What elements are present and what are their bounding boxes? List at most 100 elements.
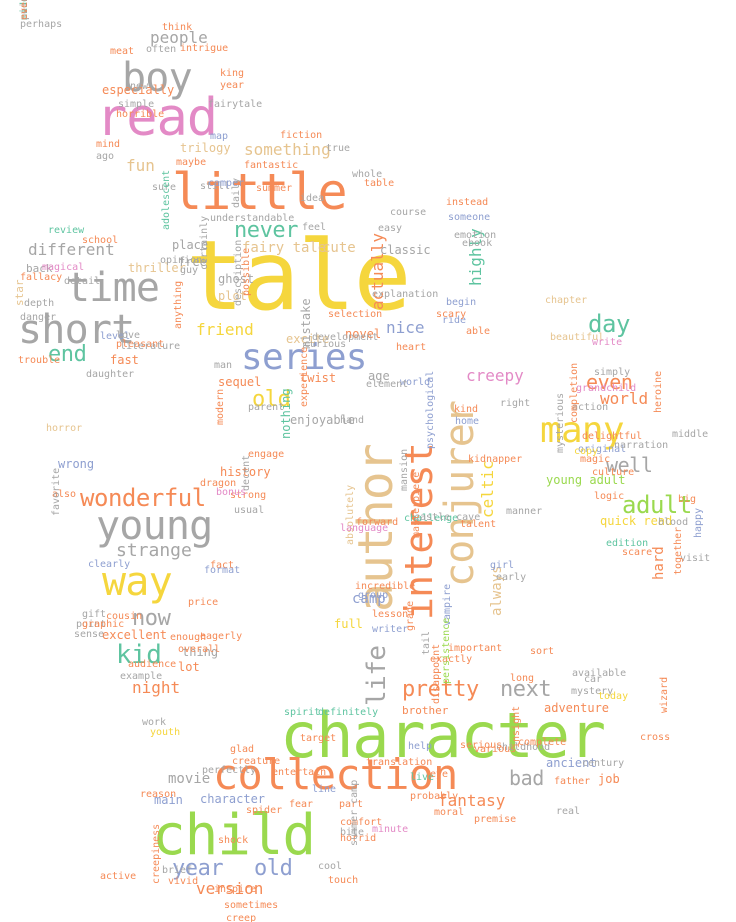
cloud-word: fast [110, 353, 139, 367]
cloud-word: sort [530, 646, 555, 657]
cloud-word: sure [152, 182, 177, 193]
cloud-word: example [120, 671, 163, 682]
cloud-word: lesson [372, 609, 409, 620]
cloud-word: cool [318, 861, 343, 872]
cloud-word: magic [580, 454, 611, 465]
cloud-word: brief [162, 865, 193, 876]
cloud-word: clearly [88, 559, 131, 570]
cloud-word: thriller [128, 261, 186, 275]
cloud-word: persistence [441, 617, 452, 684]
cloud-word: development [312, 332, 379, 343]
cloud-word: detail [64, 276, 101, 287]
cloud-word: movie [168, 771, 211, 787]
cloud-word: selection [328, 309, 383, 320]
cloud-word: understandable [210, 213, 295, 224]
cloud-word: shock [218, 835, 249, 846]
cloud-word: idea [300, 193, 325, 204]
cloud-word: graphic [82, 619, 125, 630]
cloud-word: element [366, 379, 409, 390]
cloud-word: kid [116, 640, 162, 670]
cloud-word: edition [606, 538, 649, 549]
cloud-word: mansion [399, 448, 410, 491]
cloud-word: horrible [116, 109, 165, 120]
cloud-word: different [28, 240, 115, 259]
cloud-word: simple [118, 99, 155, 110]
cloud-word: world [600, 389, 649, 408]
cloud-word: strange [116, 540, 192, 561]
cloud-word: old [254, 856, 293, 881]
cloud-word: trouble [18, 355, 61, 366]
cloud-word: manner [506, 506, 543, 517]
cloud-word: friend [196, 320, 254, 339]
cloud-word: mystery [571, 686, 614, 697]
cloud-word: adolescent [161, 169, 172, 230]
cloud-word: together [673, 526, 684, 575]
cloud-word: everything [19, 0, 30, 20]
cloud-word: year [172, 856, 224, 881]
cloud-word: modern [215, 388, 226, 425]
cloud-word: forward [356, 517, 399, 528]
cloud-word: ride [442, 315, 467, 326]
cloud-word: certainly [199, 215, 210, 270]
cloud-word: enjoyable [290, 413, 356, 427]
cloud-word: young [96, 503, 213, 549]
cloud-word: overall [178, 644, 221, 655]
cloud-word: moral [434, 807, 465, 818]
cloud-word: logic [594, 491, 625, 502]
cloud-word: ancient [546, 756, 597, 770]
cloud-word: absolutely [345, 484, 356, 545]
cloud-word: classic [380, 243, 431, 257]
cloud-word: never [234, 218, 299, 243]
cloud-word: scary [436, 309, 467, 320]
cloud-word: youth [150, 727, 181, 738]
cloud-word: short [18, 307, 135, 353]
cloud-word: whole [352, 169, 383, 180]
cloud-word: history [220, 465, 271, 479]
cloud-word: vivid [168, 876, 199, 887]
cloud-word: danger [20, 312, 57, 323]
cloud-word: challenge [404, 513, 459, 524]
cloud-word: heart [396, 342, 427, 353]
cloud-word: full [334, 617, 363, 631]
cloud-word: camp [352, 591, 386, 607]
cloud-word: character [200, 792, 266, 806]
cloud-word: job [598, 772, 620, 786]
cloud-word: sequel [218, 375, 262, 389]
cloud-word: nothing [279, 388, 293, 439]
cloud-word: maybe [176, 157, 207, 168]
cloud-word: line [312, 784, 337, 795]
cloud-word: ago [96, 151, 115, 162]
cloud-word: scare [622, 547, 653, 558]
cloud-word: long [510, 673, 535, 684]
cloud-word: emotion [454, 230, 497, 241]
cloud-word: day [588, 310, 630, 338]
cloud-word: comfort [340, 817, 383, 828]
cloud-word: feel [302, 222, 327, 233]
cloud-word: childhood [496, 742, 551, 753]
cloud-word: visit [680, 553, 711, 564]
cloud-word: cross [640, 732, 671, 743]
cloud-word: work [142, 717, 167, 728]
cloud-word: creepiness [151, 823, 162, 884]
cloud-word: old [252, 387, 291, 412]
cloud-word: write [592, 337, 623, 348]
cloud-word: wizard [659, 676, 670, 713]
cloud-word: hard [651, 546, 667, 580]
cloud-word: fallacy [20, 272, 63, 283]
cloud-word: gift [82, 609, 107, 620]
cloud-word: think [162, 22, 193, 33]
cloud-word: bonus [216, 487, 247, 498]
cloud-word: enough [170, 632, 207, 643]
cloud-word: perfectly [202, 765, 257, 776]
cloud-word: dragon [200, 478, 237, 489]
cloud-word: ebook [462, 238, 493, 249]
cloud-word: father [554, 776, 591, 787]
cloud-word: fact [210, 560, 235, 571]
cloud-word: main [154, 793, 183, 807]
cloud-word: child [152, 803, 316, 868]
cloud-word: probably [410, 791, 459, 802]
cloud-word: original [578, 444, 627, 455]
cloud-word: audience [128, 659, 177, 670]
cloud-word: translation [366, 757, 433, 768]
cloud-word: eye [430, 769, 449, 780]
